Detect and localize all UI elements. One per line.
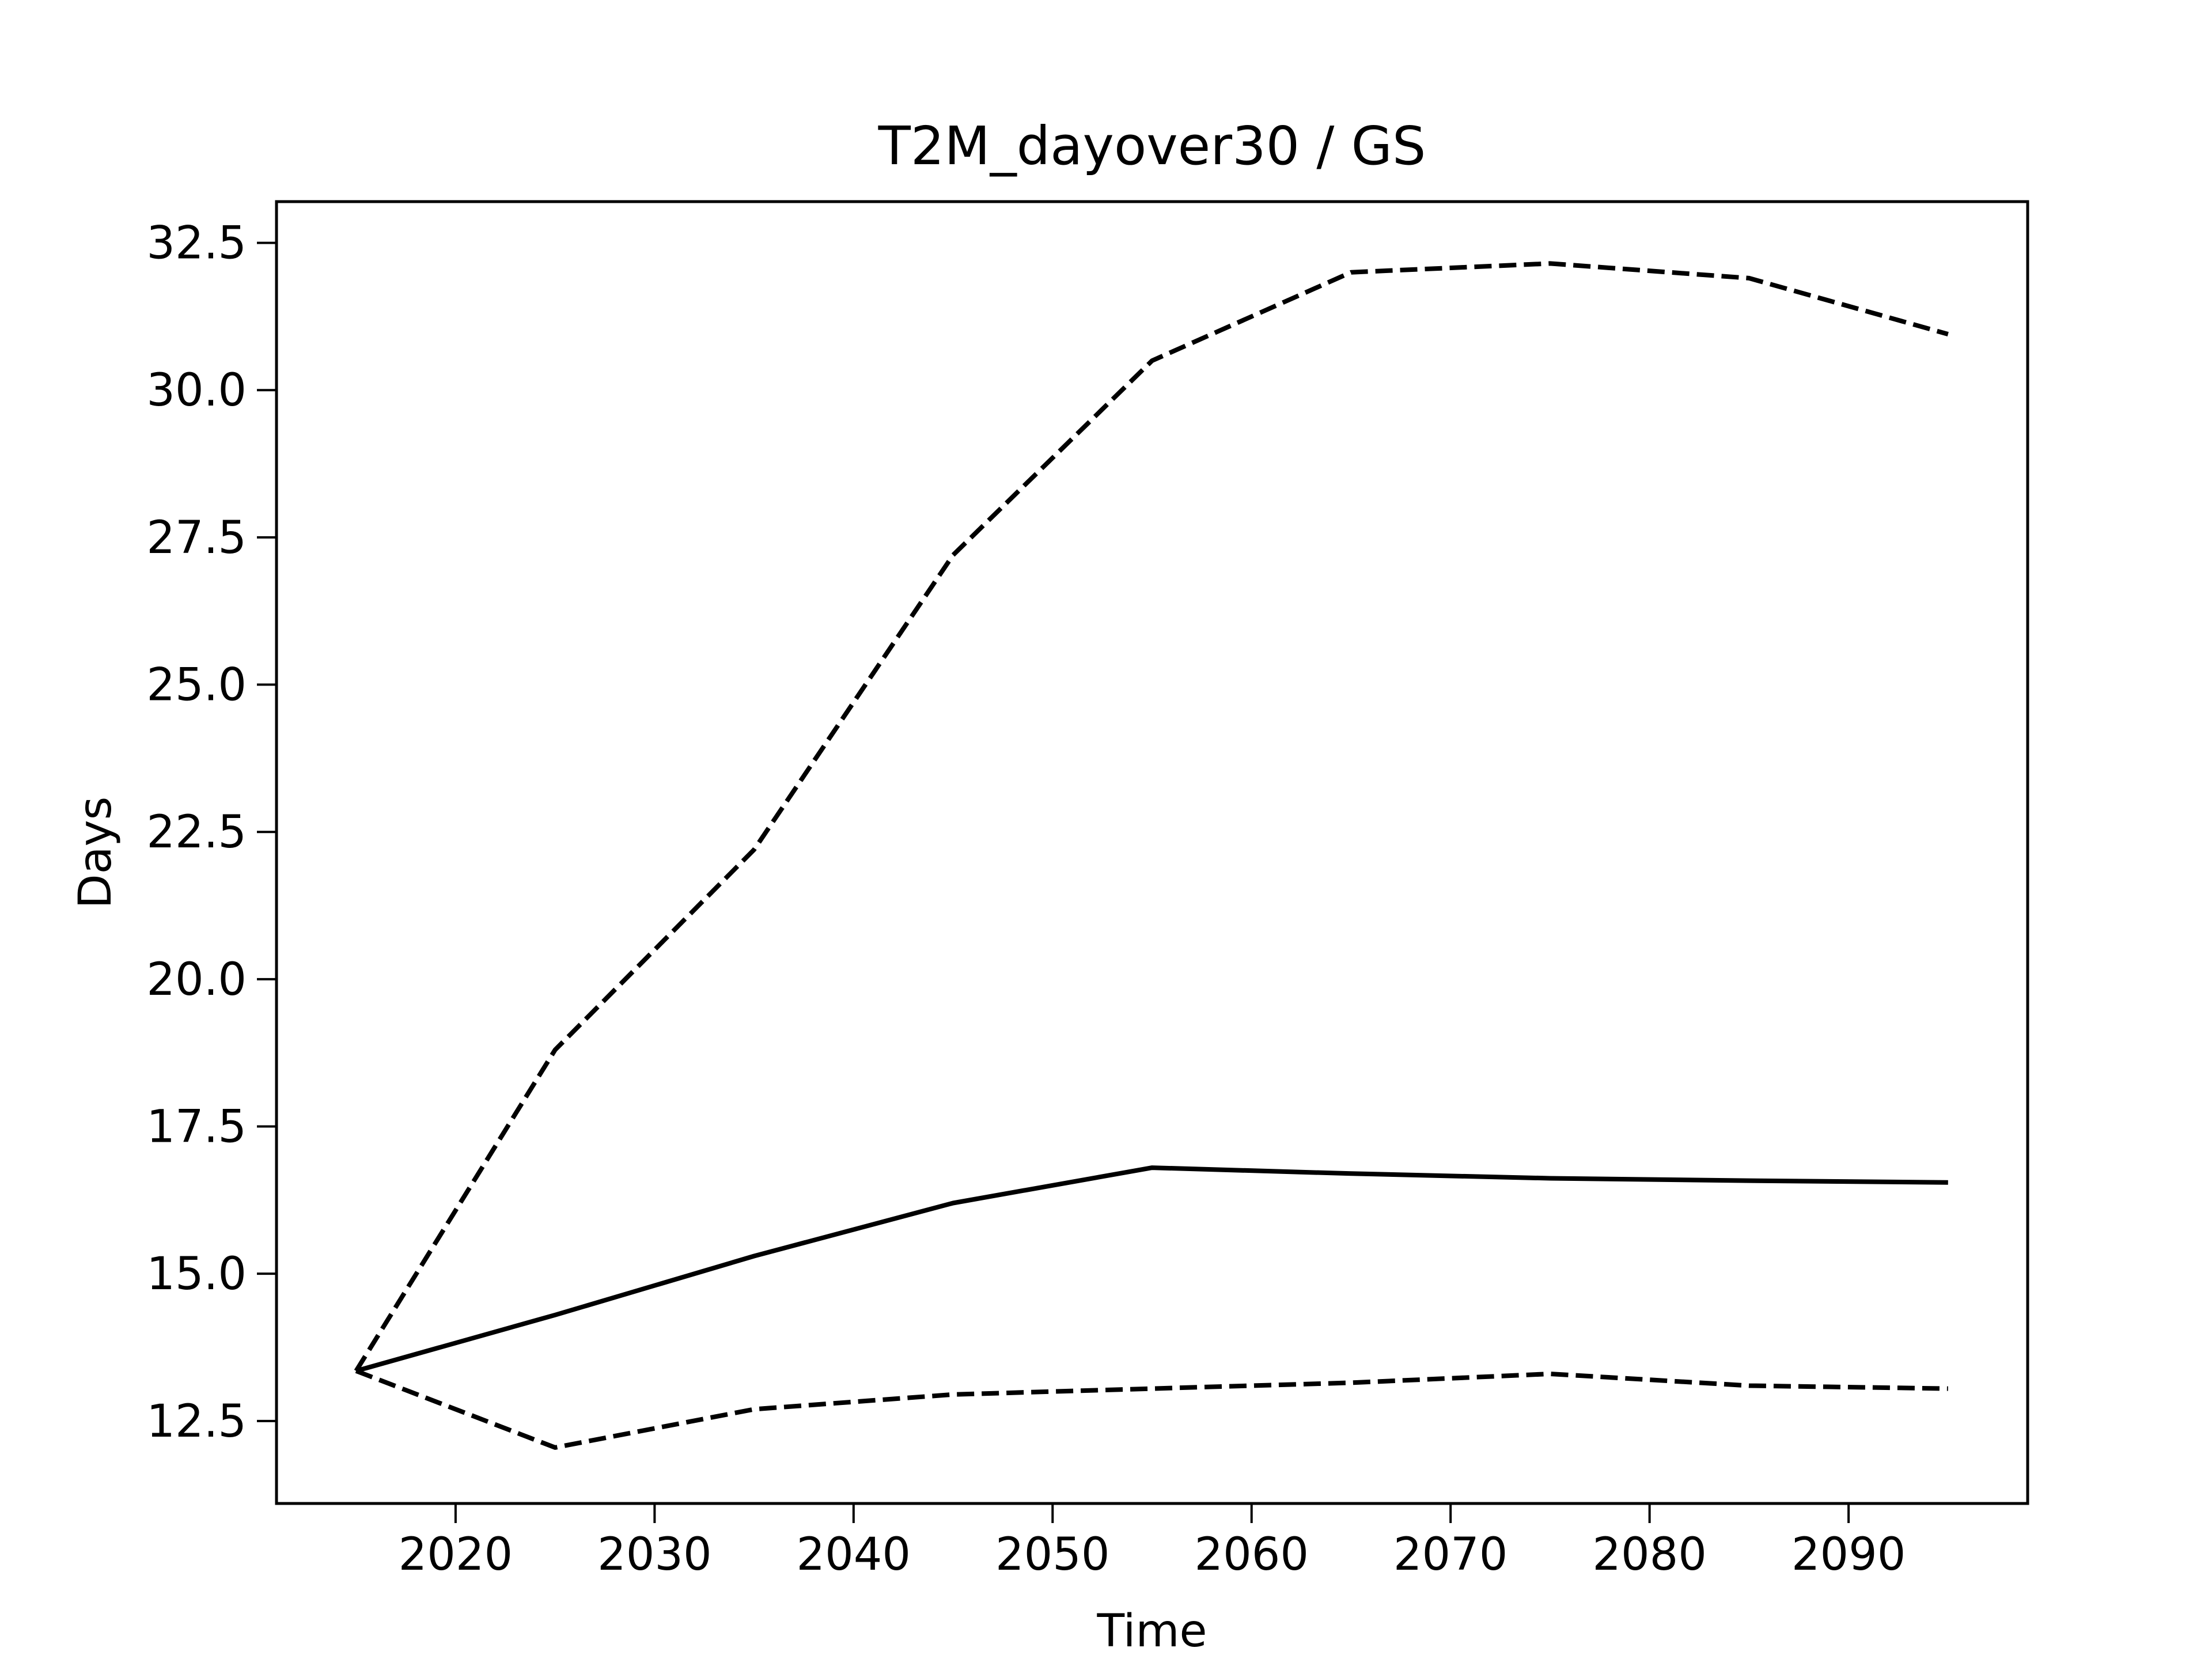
y-tick-label: 27.5 [146,512,247,564]
series-layer [354,261,1949,1450]
y-tick-label: 22.5 [146,806,247,858]
x-tick-label: 2040 [797,1529,911,1581]
solid-series-line-2 [355,1165,1948,1373]
x-tick-label: 2030 [597,1529,712,1581]
x-tick-label: 2070 [1393,1529,1508,1581]
plot-frame [275,200,2029,1505]
y-tick-label: 20.0 [146,954,247,1006]
y-tick-label: 15.0 [146,1248,247,1300]
y-axis-label: Days [70,797,122,909]
y-axis: 12.5 15.0 17.5 20.0 22.5 25.0 27.5 30.0 32.5 [146,218,276,1448]
y-tick-label: 30.0 [146,365,247,416]
x-axis: 2020 2030 2040 2050 2060 2070 2080 2090 [399,1503,1906,1581]
dashed-series-line-3 [355,1369,1948,1450]
y-tick-label: 12.5 [146,1396,247,1448]
x-tick-label: 2060 [1194,1529,1309,1581]
y-tick-label: 25.0 [146,660,247,711]
y-tick-label: 32.5 [146,218,247,270]
y-tick-label: 17.5 [146,1101,247,1153]
x-axis-label: Time [1097,1605,1207,1657]
x-tick-label: 2050 [995,1529,1110,1581]
x-tick-label: 2020 [399,1529,513,1581]
chart-title: T2M_dayover30 / GS [878,115,1426,177]
x-tick-label: 2090 [1791,1529,1906,1581]
x-tick-label: 2080 [1592,1529,1707,1581]
dashed-series-line-1 [354,261,1949,1373]
